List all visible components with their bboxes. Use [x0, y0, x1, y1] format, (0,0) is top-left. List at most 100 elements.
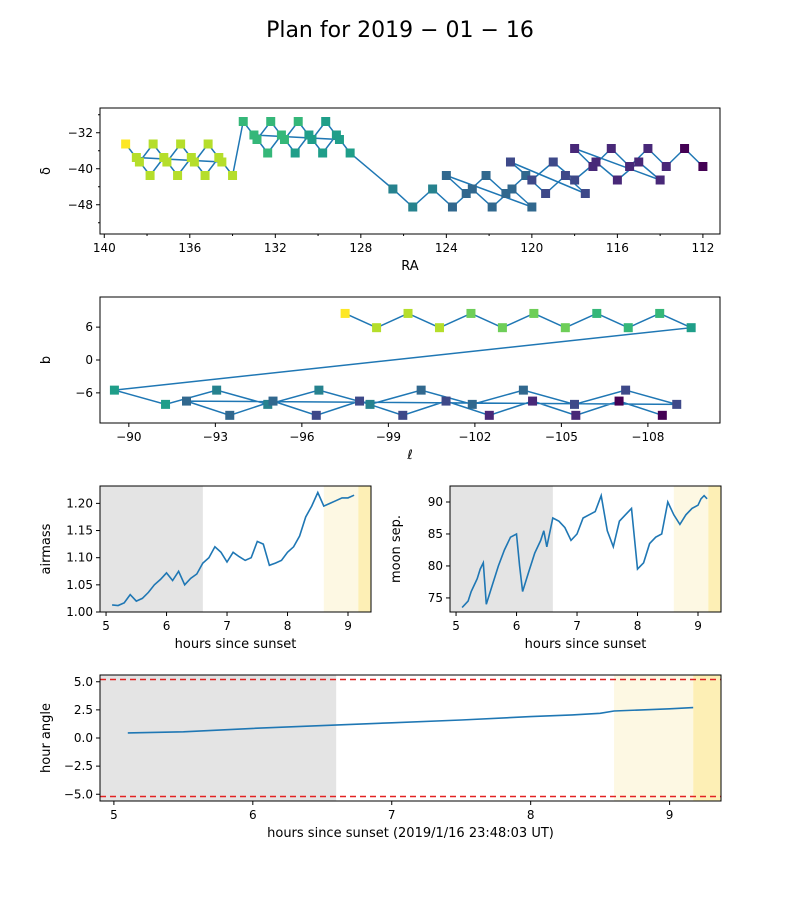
radec-pointing-marker — [606, 144, 616, 153]
moonsep-series-line — [461, 492, 708, 609]
airmass-night-shade — [100, 486, 203, 612]
galactic-pointing-marker — [340, 308, 350, 318]
galactic-pointing-marker — [528, 396, 538, 406]
radec-pointing-marker — [680, 144, 690, 153]
airmass-ytick-label: 1.10 — [66, 551, 93, 565]
galactic-pointing-marker — [372, 323, 382, 333]
moonsep-xtick-label: 8 — [634, 619, 642, 633]
radec-axes: 140 136 132 128 124 120 116 112 −48 −40 −32 RA δ — [39, 107, 721, 274]
galactic-pointing-marker — [161, 399, 171, 409]
radec-pointing-marker — [145, 171, 155, 180]
radec-pointing-marker — [447, 202, 457, 212]
radec-pointing-marker — [408, 202, 418, 212]
moonsep-xtick-label: 6 — [513, 619, 521, 633]
radec-pointing-marker — [625, 162, 635, 171]
radec-pointing-marker — [521, 171, 531, 180]
radec-pointing-marker — [263, 148, 273, 158]
airmass-ytick-label: 1.20 — [66, 496, 93, 510]
radec-pointing-marker — [461, 189, 471, 198]
radec-pointing-marker — [388, 184, 398, 194]
hourangle-xtick-label: 7 — [388, 808, 396, 822]
hourangle-ylabel: hour angle — [39, 703, 54, 773]
moonsep-axes: 5 6 7 8 9 75 80 85 90 hours since sunset moon sep. — [389, 485, 722, 652]
galactic-pointing-marker — [416, 385, 426, 395]
galactic-pointing-marker — [225, 410, 235, 420]
moonsep-ylabel: moon sep. — [389, 515, 404, 583]
radec-pointing-marker — [249, 130, 259, 140]
radec-pointing-marker — [655, 175, 665, 185]
galactic-xtick-label: −99 — [376, 430, 401, 444]
radec-pointing-marker — [173, 171, 183, 180]
radec-pointing-marker — [570, 175, 580, 185]
galactic-pointing-marker — [212, 385, 222, 395]
radec-pointing-marker — [505, 157, 515, 167]
galactic-pointing-marker — [365, 399, 375, 409]
radec-pointing-marker — [580, 189, 590, 198]
galactic-ytick-label: −6 — [75, 386, 93, 400]
radec-xtick-label: 116 — [606, 241, 629, 255]
radec-pointing-marker — [228, 171, 238, 180]
airmass-ytick-label: 1.00 — [66, 605, 93, 619]
airmass-twilight-shade — [323, 486, 359, 612]
moonsep-frame — [449, 485, 722, 613]
galactic-axes: −90 −93 −96 −99 −102 −105 −108 −6 0 6 ℓ b — [39, 296, 721, 463]
airmass-xtick-label: 9 — [344, 619, 352, 633]
moonsep-ytick-label: 85 — [428, 527, 443, 541]
radec-xtick-label: 128 — [349, 241, 372, 255]
hourangle-xtick-label: 9 — [666, 808, 674, 822]
hourangle-ytick-label: 5.0 — [74, 675, 93, 689]
airmass-frame — [99, 485, 372, 613]
figure-title: Plan for 2019 − 01 − 16 — [266, 18, 534, 43]
radec-xtick-label: 120 — [520, 241, 543, 255]
galactic-pointing-marker — [467, 399, 477, 409]
radec-pointing-marker — [176, 139, 186, 149]
moonsep-night-shade — [450, 486, 553, 612]
hourangle-twilight-shade — [614, 675, 694, 801]
radec-pointing-marker — [345, 148, 355, 158]
airmass-xtick-label: 5 — [102, 619, 110, 633]
airmass-ytick-label: 1.15 — [66, 524, 93, 538]
radec-pointing-marker — [290, 148, 300, 158]
galactic-pointing-marker — [311, 410, 321, 420]
hourangle-xlabel: hours since sunset (2019/1/16 23:48:03 U… — [267, 826, 554, 841]
galactic-pointing-marker — [403, 308, 413, 318]
galactic-ytick-label: 6 — [85, 320, 93, 334]
radec-pointing-marker — [501, 189, 511, 198]
hourangle-ytick-label: 0.0 — [74, 731, 93, 745]
radec-xtick-label: 132 — [264, 241, 287, 255]
moonsep-ytick-label: 80 — [428, 559, 443, 573]
galactic-pointing-marker — [109, 385, 119, 395]
hourangle-axes: 5 6 7 8 9 −5.0 −2.5 0.0 2.5 5.0 hours since sunset… — [39, 674, 722, 841]
radec-pointing-marker — [331, 130, 341, 140]
galactic-xtick-label: −105 — [545, 430, 578, 444]
galactic-xtick-label: −96 — [289, 430, 314, 444]
galactic-pointing-marker — [518, 385, 528, 395]
galactic-pointing-marker — [398, 410, 408, 420]
radec-pointing-marker — [507, 184, 517, 194]
radec-pointing-marker — [200, 171, 210, 180]
galactic-track-line — [114, 312, 695, 417]
radec-pointing-marker — [159, 153, 169, 162]
galactic-xlabel: ℓ — [406, 448, 412, 463]
hourangle-dawn-shade — [693, 675, 721, 801]
radec-pointing-marker — [266, 117, 276, 126]
galactic-xtick-label: −93 — [203, 430, 228, 444]
galactic-pointing-marker — [614, 396, 624, 406]
galactic-pointing-marker — [657, 410, 667, 420]
radec-ylabel: δ — [39, 167, 54, 175]
radec-pointing-marker — [527, 175, 537, 185]
radec-pointing-marker — [481, 171, 491, 180]
hourangle-xtick-label: 8 — [527, 808, 535, 822]
radec-xtick-label: 112 — [691, 241, 714, 255]
galactic-pointing-marker — [529, 308, 539, 318]
moonsep-twilight-shade — [673, 486, 709, 612]
radec-frame — [99, 107, 721, 235]
radec-xtick-label: 124 — [435, 241, 458, 255]
airmass-xtick-label: 8 — [284, 619, 292, 633]
airmass-dawn-shade — [358, 486, 371, 612]
radec-pointing-marker — [560, 171, 570, 180]
radec-pointing-marker — [186, 153, 196, 162]
moonsep-xtick-label: 5 — [452, 619, 460, 633]
radec-pointing-marker — [214, 153, 224, 162]
